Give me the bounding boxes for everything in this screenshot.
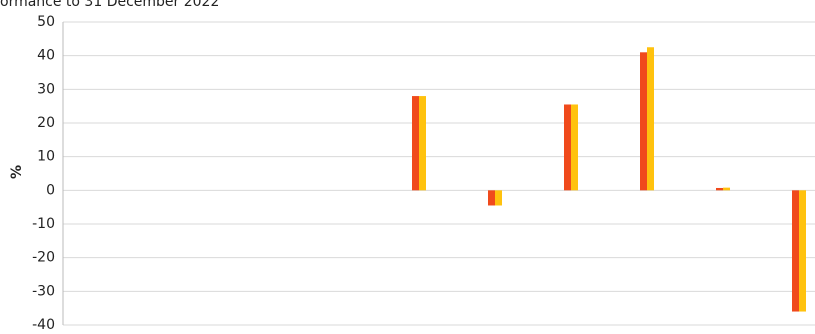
y-tick-label: 30 bbox=[37, 81, 55, 97]
y-tick-label: 20 bbox=[37, 115, 55, 131]
y-tick-label: 40 bbox=[37, 48, 55, 64]
bar bbox=[647, 47, 654, 191]
y-axis-label: % bbox=[9, 165, 25, 179]
bar bbox=[716, 187, 723, 191]
y-tick-label: -30 bbox=[32, 283, 55, 299]
bar bbox=[488, 190, 495, 206]
bar bbox=[495, 190, 502, 206]
bar bbox=[571, 104, 578, 191]
bar bbox=[419, 96, 426, 191]
bar bbox=[564, 104, 571, 191]
y-tick-label: -20 bbox=[32, 250, 55, 266]
bar bbox=[792, 190, 799, 312]
bar bbox=[799, 190, 806, 312]
y-tick-label: -10 bbox=[32, 216, 55, 232]
bar bbox=[723, 187, 730, 191]
y-tick-label: 10 bbox=[37, 149, 55, 165]
y-tick-label: 0 bbox=[46, 182, 55, 198]
chart-title: ormance to 31 December 2022 bbox=[0, 0, 219, 10]
bar bbox=[412, 96, 419, 191]
y-tick-label: 50 bbox=[37, 14, 55, 30]
y-tick-label: -40 bbox=[32, 317, 55, 333]
bar bbox=[640, 52, 647, 191]
